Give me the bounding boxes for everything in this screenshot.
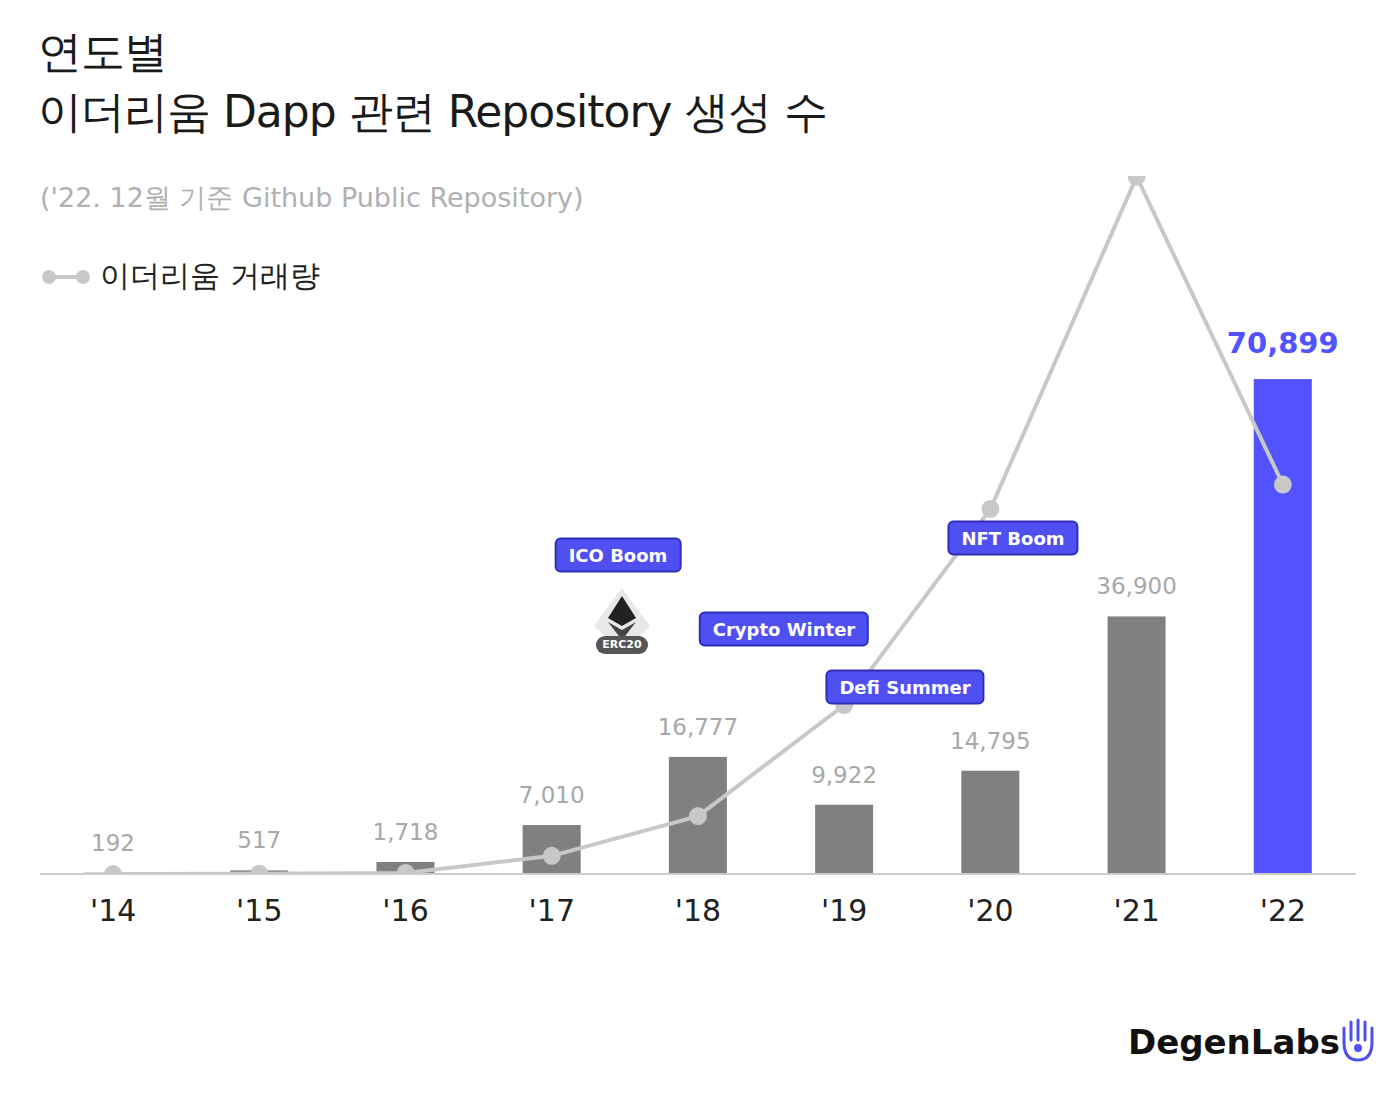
svg-text:'22: '22 bbox=[1260, 893, 1306, 928]
html-text:ICO Boom: ICO Boom bbox=[568, 544, 668, 566]
html-text:ERC20: ERC20 bbox=[602, 638, 642, 651]
html-text:DegenLabs: DegenLabs bbox=[1127, 1022, 1340, 1062]
svg-text:9,922: 9,922 bbox=[811, 762, 877, 788]
svg-text:'19: '19 bbox=[821, 893, 867, 928]
svg-text:1,718: 1,718 bbox=[373, 819, 439, 845]
html-text:('22. 12월 기준 Github Public Rep: ('22. 12월 기준 Github Public Repository) bbox=[40, 182, 584, 213]
html-text:이더리움 거래량: 이더리움 거래량 bbox=[100, 258, 320, 293]
svg-text:'16: '16 bbox=[382, 893, 428, 928]
svg-text:36,900: 36,900 bbox=[1096, 573, 1176, 599]
svg-text:192: 192 bbox=[91, 830, 135, 856]
svg-text:'21: '21 bbox=[1113, 893, 1159, 928]
html-text:NFT Boom: NFT Boom bbox=[961, 527, 1065, 549]
svg-text:7,010: 7,010 bbox=[519, 782, 585, 808]
svg-text:'14: '14 bbox=[90, 893, 136, 928]
svg-text:'17: '17 bbox=[529, 893, 575, 928]
svg-text:16,777: 16,777 bbox=[658, 714, 738, 740]
html-text:Crypto Winter: Crypto Winter bbox=[712, 618, 856, 640]
svg-text:'18: '18 bbox=[675, 893, 721, 928]
svg-text:14,795: 14,795 bbox=[950, 728, 1030, 754]
svg-text:'15: '15 bbox=[236, 893, 282, 928]
svg-text:517: 517 bbox=[237, 827, 281, 853]
html-text:연도별 이더리움 Dapp 관련 Repository 생성: 연도별 이더리움 Dapp 관련 Repository 생성 수 bbox=[38, 26, 827, 137]
svg-text:'20: '20 bbox=[967, 893, 1013, 928]
html-text:Defi Summer: Defi Summer bbox=[839, 676, 971, 698]
svg-text:70,899: 70,899 bbox=[1227, 326, 1339, 360]
